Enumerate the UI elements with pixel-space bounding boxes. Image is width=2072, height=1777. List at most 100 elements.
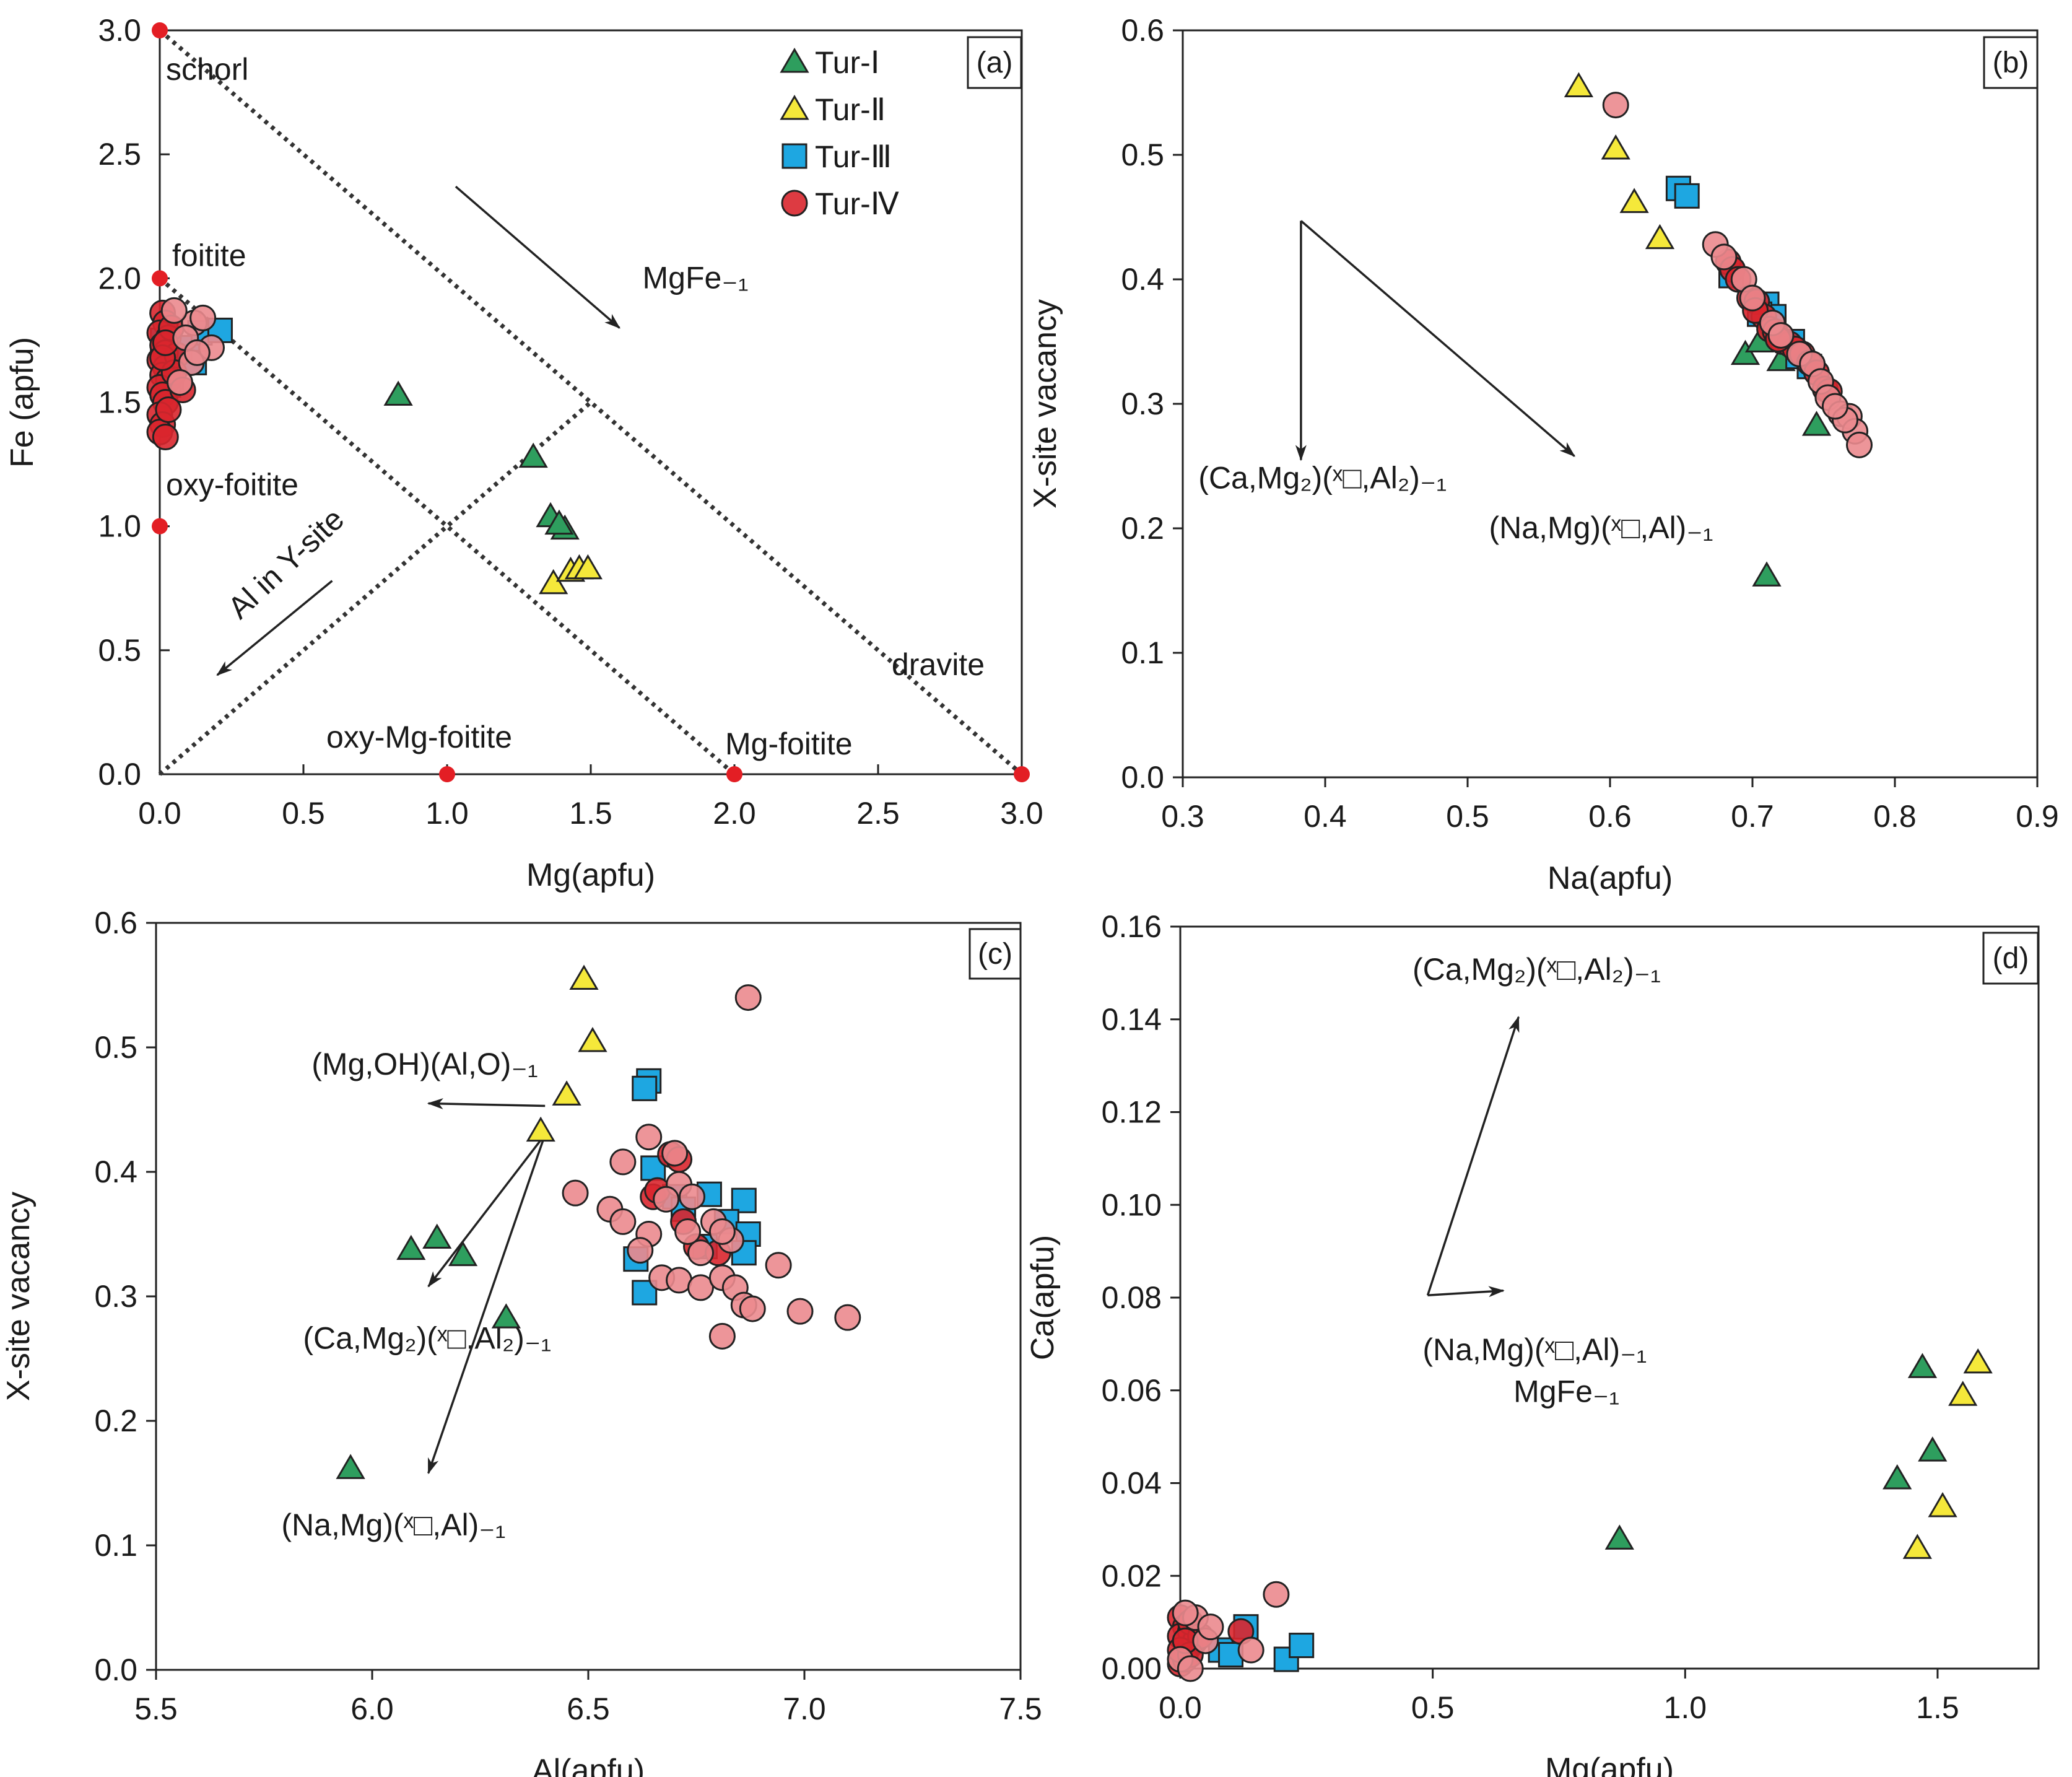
x-tick-label-a: 3.0 [1000, 796, 1043, 831]
annotation-arrow-c-0 [427, 1098, 546, 1109]
y-tick-label-a: 2.5 [98, 137, 141, 172]
legend-marker-tur [781, 190, 808, 217]
x-tick-label-d: 0.5 [1411, 1690, 1455, 1725]
y-tick-label-c: 0.6 [94, 906, 137, 940]
endmember-point-foitite [152, 270, 168, 287]
data-point-tur [573, 554, 603, 580]
annotation-text-d-1: (Na,Mg)(ˣ□,Al)₋₁ [1422, 1332, 1647, 1367]
x-tick-label-b: 0.8 [1873, 799, 1917, 834]
y-axis-title-a: Fe (apfu) [4, 337, 40, 468]
data-point-tur-faded [1237, 1636, 1265, 1664]
y-tick-label-d: 0.14 [1102, 1002, 1162, 1037]
series-tur-d [1902, 1348, 1993, 1559]
data-point-tur-faded [687, 1239, 714, 1267]
x-tick-label-b: 0.7 [1731, 799, 1774, 834]
x-tick-label-d: 1.0 [1664, 1690, 1707, 1725]
data-point-tur [1273, 1646, 1299, 1672]
series-tur-c [336, 1223, 521, 1479]
x-axis-title-c: Al(apfu) [532, 1753, 645, 1777]
y-tick-label-a: 1.5 [98, 385, 141, 420]
annotation-text-b-1: (Na,Mg)(ˣ□,Al)₋₁ [1489, 510, 1713, 545]
data-point-tur-faded [562, 1179, 589, 1207]
y-tick-label-c: 0.5 [94, 1030, 137, 1065]
series-tur-faded-a [160, 297, 225, 396]
annotation-arrow-b-1 [1300, 220, 1576, 457]
series-tur-faded-b [1602, 92, 1873, 458]
data-point-tur-faded [653, 1185, 680, 1213]
data-point-tur [1604, 1524, 1634, 1550]
data-point-tur [1907, 1353, 1938, 1378]
x-tick-label-c: 7.5 [999, 1692, 1042, 1726]
data-point-tur-faded [189, 304, 217, 331]
panel-label-box-a [967, 36, 1022, 89]
y-tick-label-a: 3.0 [98, 13, 141, 48]
series-tur-a [383, 380, 580, 540]
y-tick-label-c: 0.2 [94, 1404, 137, 1438]
y-tick-label-d: 0.10 [1102, 1187, 1162, 1222]
data-point-tur [731, 1187, 757, 1213]
endmember-label-schorl: schorl [166, 52, 248, 87]
data-point-tur-faded [1739, 284, 1766, 312]
annotation-text-c-0: (Mg,OH)(Al,O)₋₁ [311, 1047, 538, 1081]
data-point-tur [1883, 1464, 1912, 1490]
x-axis-title-d: Mg(apfu) [1545, 1752, 1674, 1777]
y-tick-label-b: 0.1 [1121, 635, 1164, 670]
data-point-tur-faded [661, 1140, 689, 1167]
legend-label-tur: Tur-Ⅳ [815, 186, 899, 221]
data-point-tur [336, 1454, 365, 1479]
annotation-arrow-c-2 [427, 1134, 546, 1475]
endmember-label-oxy-mg-foitite: oxy-Mg-foitite [326, 720, 512, 754]
data-point-tur-faded [708, 1322, 736, 1350]
data-point-tur-faded [674, 1218, 702, 1245]
x-tick-label-c: 7.0 [783, 1692, 826, 1726]
data-point-tur [383, 380, 413, 406]
endmember-point-oxy-mg-foitite [439, 766, 455, 782]
x-tick-label-b: 0.4 [1304, 799, 1347, 834]
legend-label-tur: Tur-Ⅲ [815, 139, 892, 174]
x-tick-label-b: 0.3 [1161, 799, 1204, 834]
data-point-tur [1674, 183, 1700, 209]
panel-b: 0.3 0.4 0.5 0.6 0.7 0.8 0.9 0.0 0.1 0.2 0.3 0.4 0.5 0… [1027, 13, 2059, 896]
annotation-text-d-0: (Ca,Mg₂)(ˣ□,Al₂)₋₁ [1413, 952, 1661, 987]
x-tick-label-b: 0.9 [2016, 799, 2059, 834]
y-tick-label-c: 0.1 [94, 1528, 137, 1563]
annotation-text-c-2: (Na,Mg)(ˣ□,Al)₋₁ [281, 1508, 505, 1542]
y-tick-label-d: 0.08 [1102, 1280, 1162, 1315]
x-tick-label-d: 0.0 [1159, 1690, 1202, 1725]
endmember-label-mg-foitite: Mg-foitite [725, 727, 853, 761]
data-point-tur [491, 1303, 521, 1329]
y-tick-label-a: 0.5 [98, 633, 141, 668]
y-axis-title-c: X-site vacancy [1, 1192, 37, 1401]
x-tick-label-b: 0.5 [1446, 799, 1489, 834]
legend-marker-tur [780, 48, 809, 73]
annotation-arrow-a-0 [455, 185, 620, 329]
annotation-arrow-d-0 [1426, 1016, 1520, 1296]
data-point-tur [569, 964, 599, 990]
data-point-tur-faded [1263, 1581, 1290, 1608]
data-point-tur-faded [627, 1237, 654, 1264]
data-point-tur [544, 509, 574, 535]
data-point-tur-faded [708, 1218, 736, 1245]
data-point-tur-faded [679, 1183, 706, 1210]
annotation-arrow-a-1 [216, 580, 333, 676]
panel-label-box-c [969, 928, 1022, 980]
x-tick-label-a: 0.5 [282, 796, 325, 831]
y-tick-label-d: 0.02 [1102, 1558, 1162, 1593]
data-point-tur [526, 1116, 555, 1142]
x-tick-label-a: 0.0 [138, 796, 181, 831]
data-point-tur [1645, 224, 1675, 250]
data-point-tur [1752, 561, 1782, 587]
data-point-tur [1918, 1436, 1948, 1462]
data-point-tur [152, 424, 179, 451]
data-point-tur [1601, 134, 1630, 160]
y-tick-label-b: 0.0 [1121, 760, 1164, 795]
y-tick-label-a: 2.0 [98, 261, 141, 295]
annotation-text-a-0: MgFe₋₁ [643, 260, 749, 295]
x-tick-label-c: 6.5 [567, 1692, 610, 1726]
annotation-arrow-d-1 [1427, 1286, 1505, 1298]
legend-label-tur: Tur-Ⅰ [815, 45, 880, 80]
data-point-tur [1801, 411, 1832, 436]
y-tick-label-b: 0.5 [1121, 138, 1164, 172]
data-point-tur-faded [786, 1298, 814, 1325]
